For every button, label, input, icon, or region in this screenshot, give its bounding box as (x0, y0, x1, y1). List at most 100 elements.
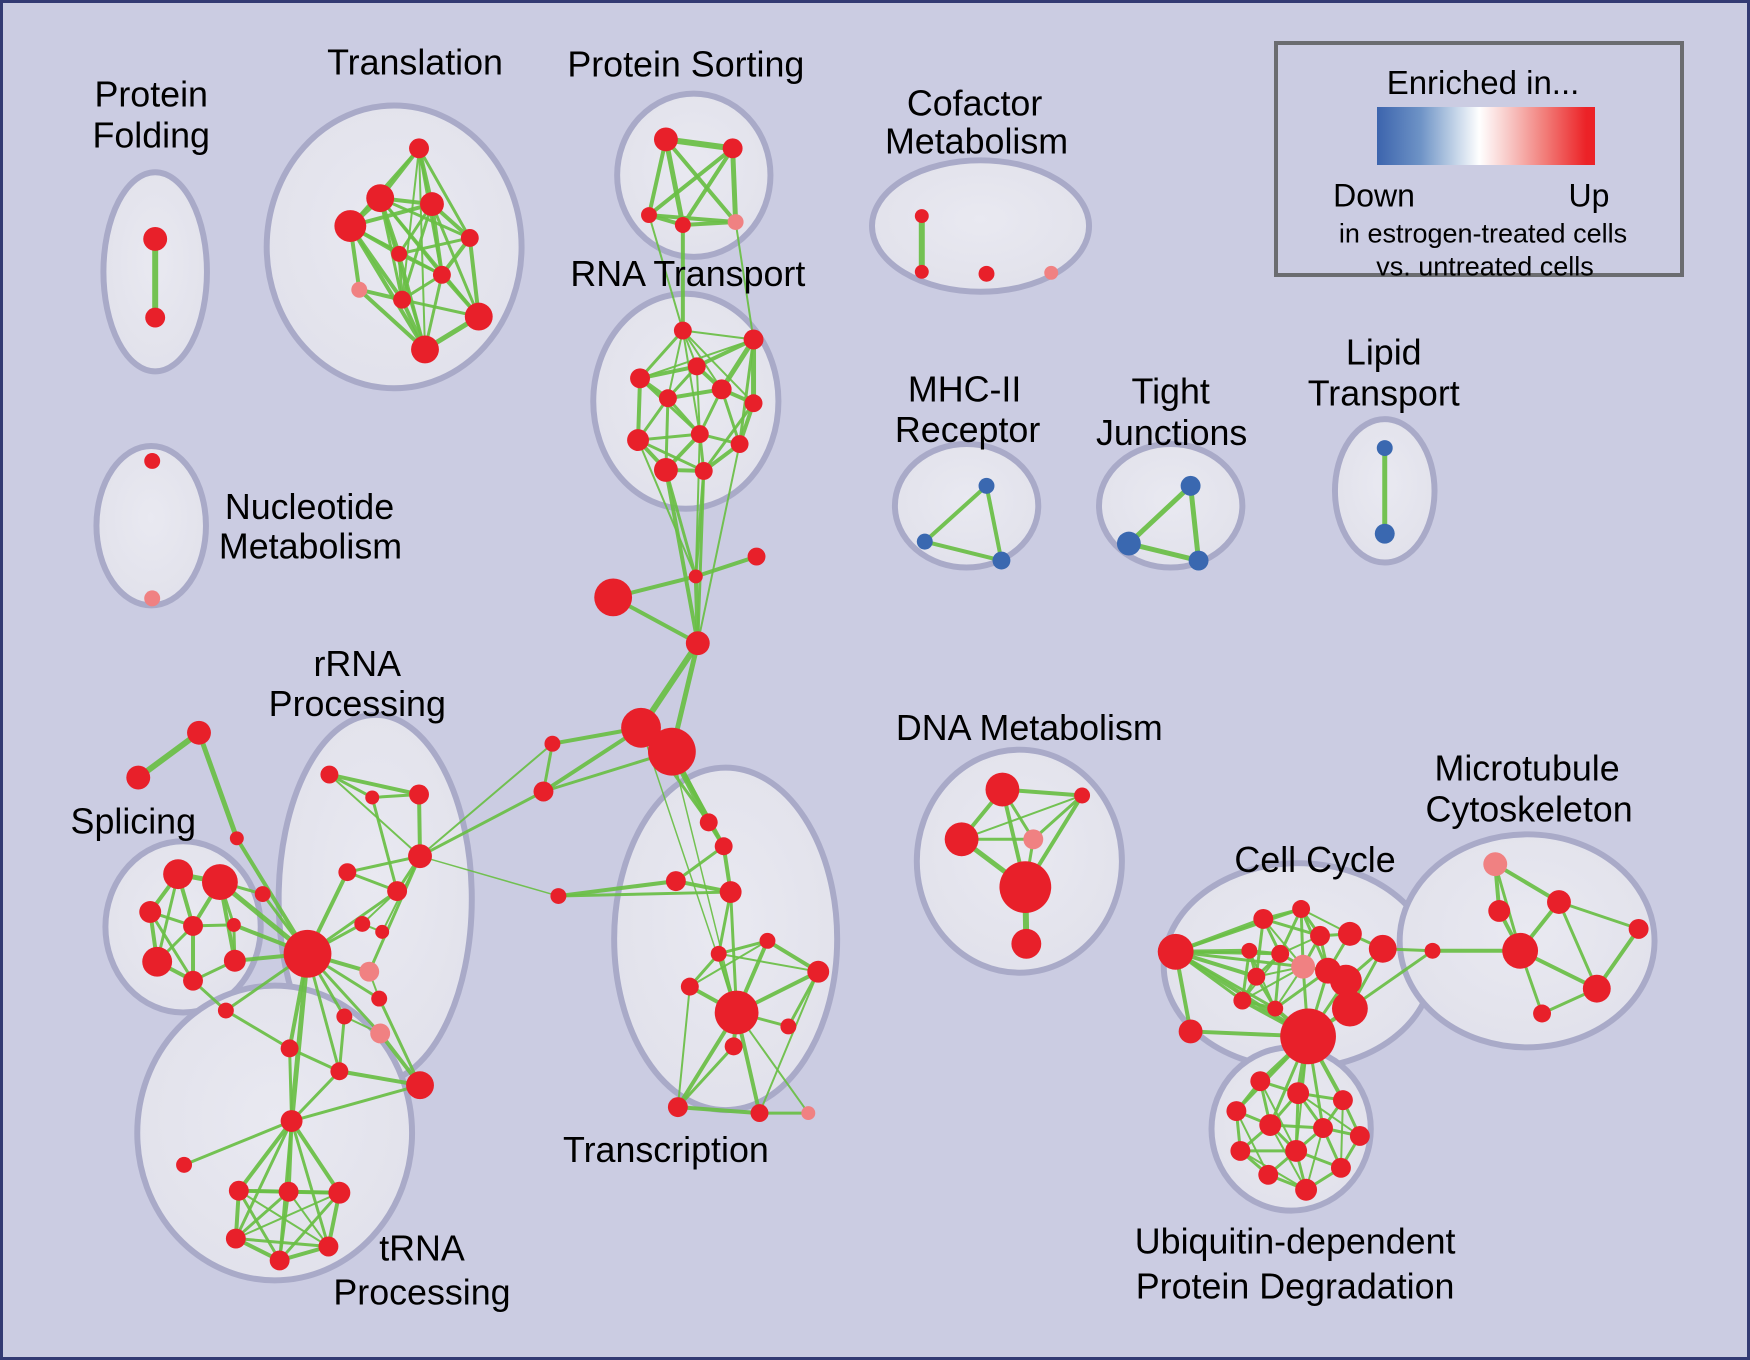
node-rr13 (280, 1039, 299, 1058)
node-tj2 (1116, 531, 1141, 556)
edge-m2-m6 (1557, 900, 1599, 991)
node-ps5 (727, 214, 744, 230)
node-t9 (393, 290, 412, 309)
edge-t2-t5 (378, 196, 472, 240)
node-tri1 (187, 720, 211, 745)
edge-rr7-rr11 (367, 854, 422, 974)
node-cc6 (1291, 954, 1316, 979)
node-tn6 (318, 1236, 339, 1257)
label-ubiquitin-dependent: Ubiquitin-dependent (1135, 1222, 1456, 1262)
node-cc13 (1331, 990, 1368, 1027)
edge-ps2-ps4 (680, 146, 735, 228)
edge-m2-m5 (1557, 900, 1641, 931)
edge-t4-t10 (430, 202, 481, 319)
label-nucleotide: Nucleotide (225, 487, 394, 527)
node-ps1 (653, 127, 678, 152)
node-rt5 (711, 379, 732, 400)
legend-title: Enriched in... (1386, 64, 1580, 101)
edge-rt10-x4 (696, 443, 741, 645)
node-sphub (283, 929, 332, 978)
edge-tc11-tc12 (675, 1105, 762, 1116)
label-mhc-ii: MHC-II (908, 369, 1021, 409)
node-t7 (432, 265, 451, 284)
edge-tri1-tri2 (135, 729, 202, 781)
label-tight: Tight (1132, 371, 1210, 411)
node-nm1 (144, 453, 161, 469)
node-sp7 (183, 970, 203, 991)
node-rr3 (409, 784, 429, 805)
label-trna: tRNA (379, 1228, 465, 1268)
node-th (280, 1110, 303, 1132)
edge-x6-rr11 (418, 790, 545, 858)
edge-rt1-rt7 (681, 329, 755, 405)
node-hub2 (648, 727, 696, 776)
label-processing: Processing (333, 1272, 510, 1312)
node-mh1 (978, 477, 995, 494)
label-splicing: Splicing (71, 801, 196, 841)
node-x5 (544, 735, 561, 752)
label-cofactor: Cofactor (907, 84, 1042, 124)
node-tc13 (801, 1106, 816, 1121)
edge-t1-t5 (417, 146, 472, 240)
node-x3 (594, 578, 633, 617)
legend-box: Enriched in... Down Up in estrogen-treat… (1274, 41, 1684, 282)
edge-u4-u10 (1339, 1099, 1344, 1169)
edge-th-tn3 (289, 1119, 342, 1195)
node-tcbig (714, 990, 759, 1035)
node-d4 (1023, 829, 1044, 850)
node-rr12 (387, 881, 408, 902)
node-u11 (1258, 1164, 1279, 1185)
node-t3 (334, 210, 367, 242)
label-transport: Transport (1308, 373, 1460, 413)
edge-x7-rr11 (419, 855, 560, 897)
edge-tc5-tc6 (717, 939, 769, 956)
node-sp1 (163, 859, 194, 890)
node-rt6 (658, 389, 677, 408)
node-tn3 (328, 1181, 351, 1204)
edge-rr15-th (290, 1083, 422, 1123)
label-receptor: Receptor (895, 410, 1040, 450)
node-m7 (1533, 1004, 1552, 1023)
edge-ps5-rt2 (734, 221, 755, 341)
node-ps4 (674, 217, 691, 233)
node-lp1 (1376, 440, 1393, 456)
node-tc6 (759, 932, 776, 949)
node-tc7 (680, 977, 699, 996)
node-rr15 (406, 1071, 434, 1100)
node-cc8 (1247, 967, 1266, 986)
node-tc8 (807, 960, 830, 983)
node-cc15 (1368, 934, 1397, 963)
node-tc9 (780, 1018, 797, 1035)
node-t1 (409, 138, 429, 159)
edge-rr1-rr3 (327, 772, 422, 797)
node-tj1 (1180, 475, 1201, 496)
node-tc5 (710, 945, 727, 962)
edge-rr2-rr12 (370, 795, 399, 893)
node-u6 (1313, 1118, 1333, 1138)
node-cc3 (1310, 925, 1330, 946)
edge-rr8-rr15 (377, 997, 422, 1087)
node-x1 (688, 569, 703, 584)
edge-rt9-rt12 (636, 438, 706, 473)
node-u4 (1332, 1090, 1353, 1111)
edge-rt6-rt11 (664, 396, 670, 472)
cluster-ellipse-transcription (611, 764, 841, 1114)
node-x6 (533, 781, 554, 802)
edge-u2-u7 (1297, 1092, 1361, 1137)
node-mbig (1502, 932, 1539, 969)
node-x7 (550, 888, 567, 905)
node-rr9 (336, 1008, 353, 1025)
node-t5 (460, 228, 479, 247)
label-protein-degradation: Protein Degradation (1136, 1266, 1455, 1306)
edge-rt3-rt8 (695, 365, 701, 436)
edge-tn1-tn5 (237, 1189, 282, 1262)
node-tc2 (714, 837, 733, 856)
legend-up-label: Up (1568, 177, 1610, 214)
label-junctions: Junctions (1096, 413, 1247, 453)
node-x4 (685, 631, 710, 656)
node-d1 (985, 772, 1020, 807)
node-m5 (1628, 918, 1649, 939)
node-sp3 (139, 901, 162, 923)
node-u1 (1250, 1071, 1271, 1092)
